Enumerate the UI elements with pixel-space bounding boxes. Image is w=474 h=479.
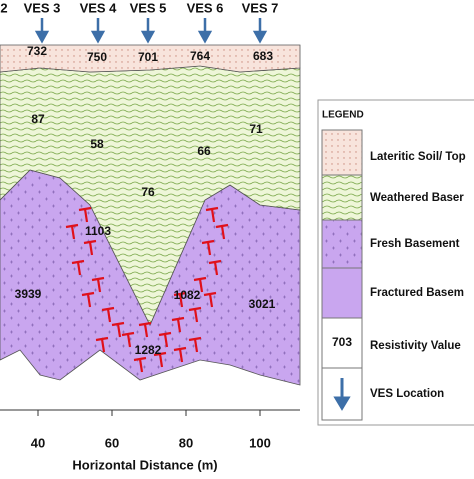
resistivity-value: 732	[27, 44, 47, 58]
fracture	[65, 223, 79, 240]
fracture	[101, 306, 115, 323]
fracture-symbols	[65, 206, 229, 373]
legend-title: LEGEND	[322, 110, 364, 121]
ves-arrow	[90, 18, 106, 44]
fracture	[71, 259, 85, 276]
fracture	[188, 336, 202, 353]
resistivity-value: 683	[253, 49, 273, 63]
fracture	[78, 206, 92, 223]
resistivity-value: 750	[87, 50, 107, 64]
ves-label: VES 7	[242, 0, 279, 15]
fracture	[138, 321, 152, 338]
resistivity-value: 1082	[174, 288, 201, 302]
x-tick-label: 40	[31, 435, 45, 450]
fracture	[158, 331, 172, 348]
resistivity-value: 66	[197, 144, 211, 158]
legend: LEGEND 703 Lateritic Soil/ Top Weathered …	[317, 99, 474, 426]
legend-label: Fractured Basem	[370, 287, 464, 299]
section	[0, 44, 301, 386]
legend-swatch	[321, 219, 363, 269]
resistivity-value: 71	[249, 122, 263, 136]
fracture	[203, 291, 217, 308]
legend-swatch	[321, 129, 363, 176]
x-axis-title: Horizontal Distance (m)	[72, 457, 217, 472]
fracture	[95, 336, 109, 353]
fracture	[193, 276, 207, 293]
x-tick-label: 80	[179, 435, 193, 450]
fracture	[133, 356, 147, 373]
fracture	[205, 206, 219, 223]
fracture	[111, 321, 125, 338]
ves-label: 2	[0, 0, 7, 15]
fracture	[188, 306, 202, 323]
fracture	[215, 223, 229, 240]
legend-sample-value: 703	[332, 335, 352, 349]
fracture	[171, 316, 185, 333]
fracture	[153, 351, 167, 368]
ves-label: VES 3	[24, 0, 61, 15]
legend-arrow	[333, 378, 351, 411]
resistivity-value: 58	[90, 137, 104, 151]
legend-label: Weathered Baser	[370, 192, 464, 204]
x-tick-label: 100	[249, 435, 271, 450]
legend-label: VES Location	[370, 388, 444, 400]
ves-arrow	[252, 18, 268, 44]
legend-label: Resistivity Value	[370, 340, 461, 352]
fracture	[208, 259, 222, 276]
resistivity-value: 701	[138, 50, 158, 64]
resistivity-value: 764	[190, 49, 210, 63]
legend-swatch	[321, 267, 363, 319]
legend-swatch	[321, 317, 363, 369]
ves-arrow	[34, 18, 50, 44]
resistivity-value: 87	[31, 112, 45, 126]
fracture	[201, 239, 215, 256]
ves-label: VES 5	[130, 0, 167, 15]
resistivity-value: 1282	[135, 343, 162, 357]
ves-arrow	[140, 18, 156, 44]
ves-label: VES 6	[187, 0, 224, 15]
fracture	[91, 276, 105, 293]
resistivity-value: 3021	[249, 297, 276, 311]
legend-swatch	[321, 174, 363, 221]
fracture	[121, 331, 135, 348]
fracture	[83, 239, 97, 256]
fracture	[173, 291, 187, 308]
lateritic-layer	[0, 44, 301, 73]
resistivity-value: 1103	[85, 224, 111, 238]
fracture	[81, 291, 95, 308]
legend-label: Fresh Basement	[370, 238, 460, 250]
legend-label: Lateritic Soil/ Top	[370, 151, 466, 163]
ves-arrow	[197, 18, 213, 44]
resistivity-value: 76	[141, 185, 155, 199]
x-tick-label: 60	[105, 435, 119, 450]
fracture	[173, 346, 187, 363]
resistivity-value: 3939	[15, 287, 42, 301]
ves-label: VES 4	[80, 0, 118, 15]
